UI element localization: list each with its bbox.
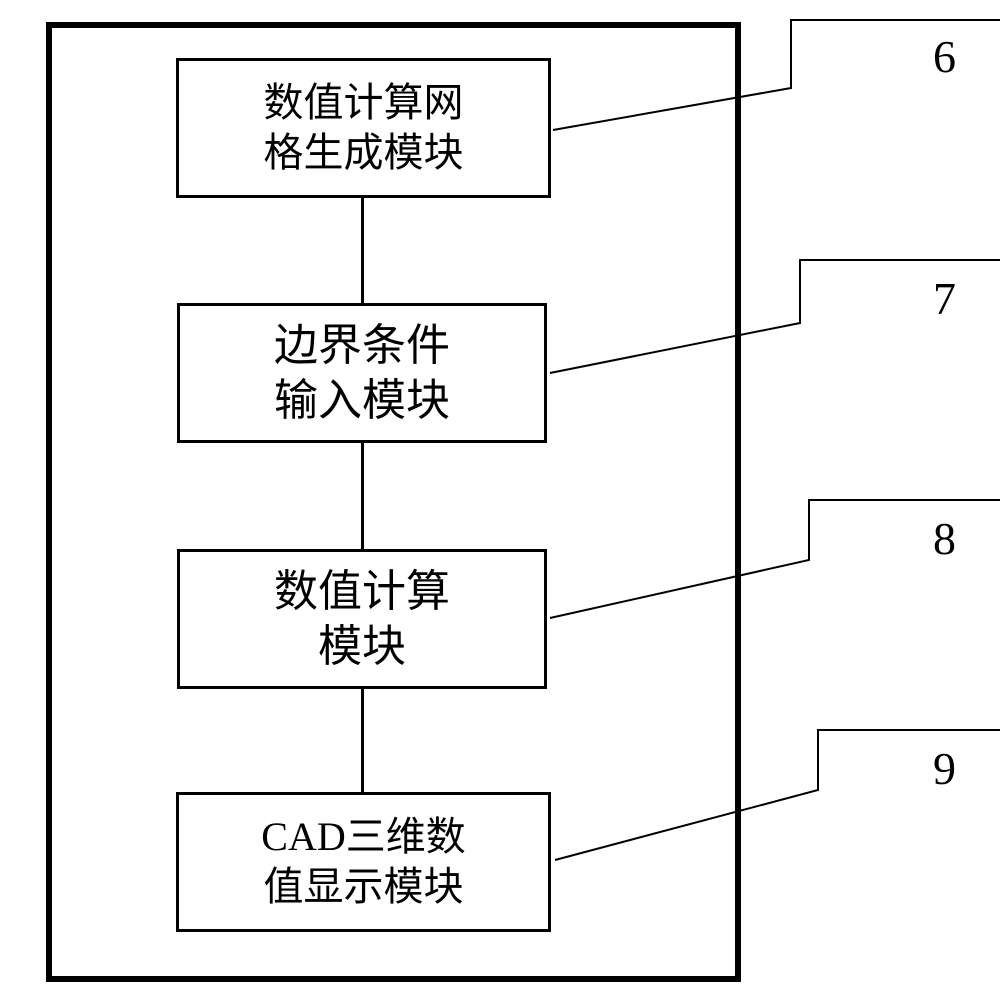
node-mesh-gen: 数值计算网 格生成模块 — [176, 58, 551, 198]
ref-label-cad-display: 9 — [933, 742, 956, 795]
connector-mesh-gen-to-boundary-input — [361, 198, 364, 303]
connector-boundary-input-to-numeric-calc — [361, 443, 364, 549]
node-label: 数值计算网 格生成模块 — [264, 78, 464, 178]
node-label: 边界条件 输入模块 — [274, 318, 450, 428]
ref-label-mesh-gen: 6 — [933, 30, 956, 83]
ref-label-boundary-input: 7 — [933, 272, 956, 325]
ref-label-numeric-calc: 8 — [933, 512, 956, 565]
node-numeric-calc: 数值计算 模块 — [177, 549, 547, 689]
node-label: CAD三维数 值显示模块 — [261, 812, 465, 912]
node-label: 数值计算 模块 — [274, 564, 450, 674]
node-boundary-input: 边界条件 输入模块 — [177, 303, 547, 443]
connector-numeric-calc-to-cad-display — [361, 689, 364, 792]
node-cad-display: CAD三维数 值显示模块 — [176, 792, 551, 932]
diagram-canvas: 数值计算网 格生成模块边界条件 输入模块数值计算 模块CAD三维数 值显示模块 … — [0, 0, 1000, 993]
